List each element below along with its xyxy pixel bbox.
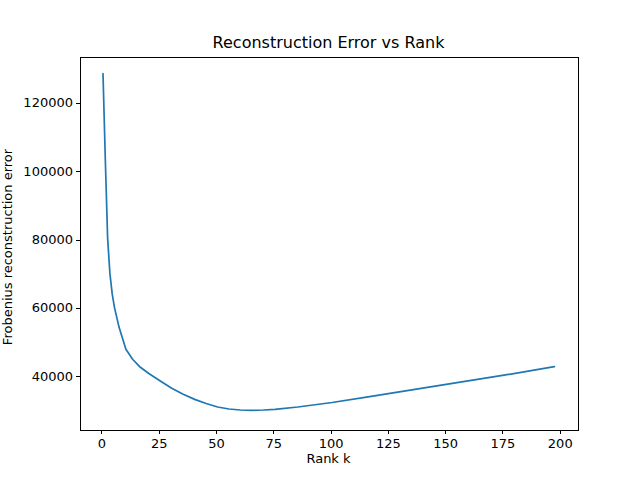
- x-tick-mark: [216, 430, 217, 434]
- x-tick-mark: [388, 430, 389, 434]
- chart-title: Reconstruction Error vs Rank: [80, 33, 577, 52]
- x-tick-label: 100: [319, 436, 344, 451]
- plot-area: [80, 57, 579, 431]
- x-tick-mark: [159, 430, 160, 434]
- curve-canvas: [81, 58, 578, 430]
- y-tick-label: 120000: [0, 95, 73, 110]
- x-tick-label: 50: [208, 436, 225, 451]
- x-tick-label: 200: [548, 436, 573, 451]
- y-tick-mark: [76, 308, 80, 309]
- x-tick-label: 150: [433, 436, 458, 451]
- x-tick-mark: [502, 430, 503, 434]
- y-tick-mark: [76, 240, 80, 241]
- x-tick-label: 25: [151, 436, 168, 451]
- x-tick-mark: [331, 430, 332, 434]
- y-tick-mark: [76, 103, 80, 104]
- x-axis-label: Rank k: [80, 451, 577, 466]
- y-tick-label: 100000: [0, 164, 73, 179]
- x-tick-label: 175: [491, 436, 516, 451]
- x-tick-mark: [101, 430, 102, 434]
- error-curve: [103, 74, 554, 411]
- x-tick-label: 75: [266, 436, 283, 451]
- y-tick-label: 60000: [0, 300, 73, 315]
- y-tick-label: 80000: [0, 232, 73, 247]
- y-tick-label: 40000: [0, 369, 73, 384]
- x-tick-mark: [445, 430, 446, 434]
- x-tick-label: 125: [376, 436, 401, 451]
- x-tick-mark: [273, 430, 274, 434]
- x-tick-label: 0: [98, 436, 106, 451]
- y-tick-mark: [76, 376, 80, 377]
- figure: Reconstruction Error vs Rank Frobenius r…: [0, 0, 640, 480]
- y-tick-mark: [76, 171, 80, 172]
- x-tick-mark: [560, 430, 561, 434]
